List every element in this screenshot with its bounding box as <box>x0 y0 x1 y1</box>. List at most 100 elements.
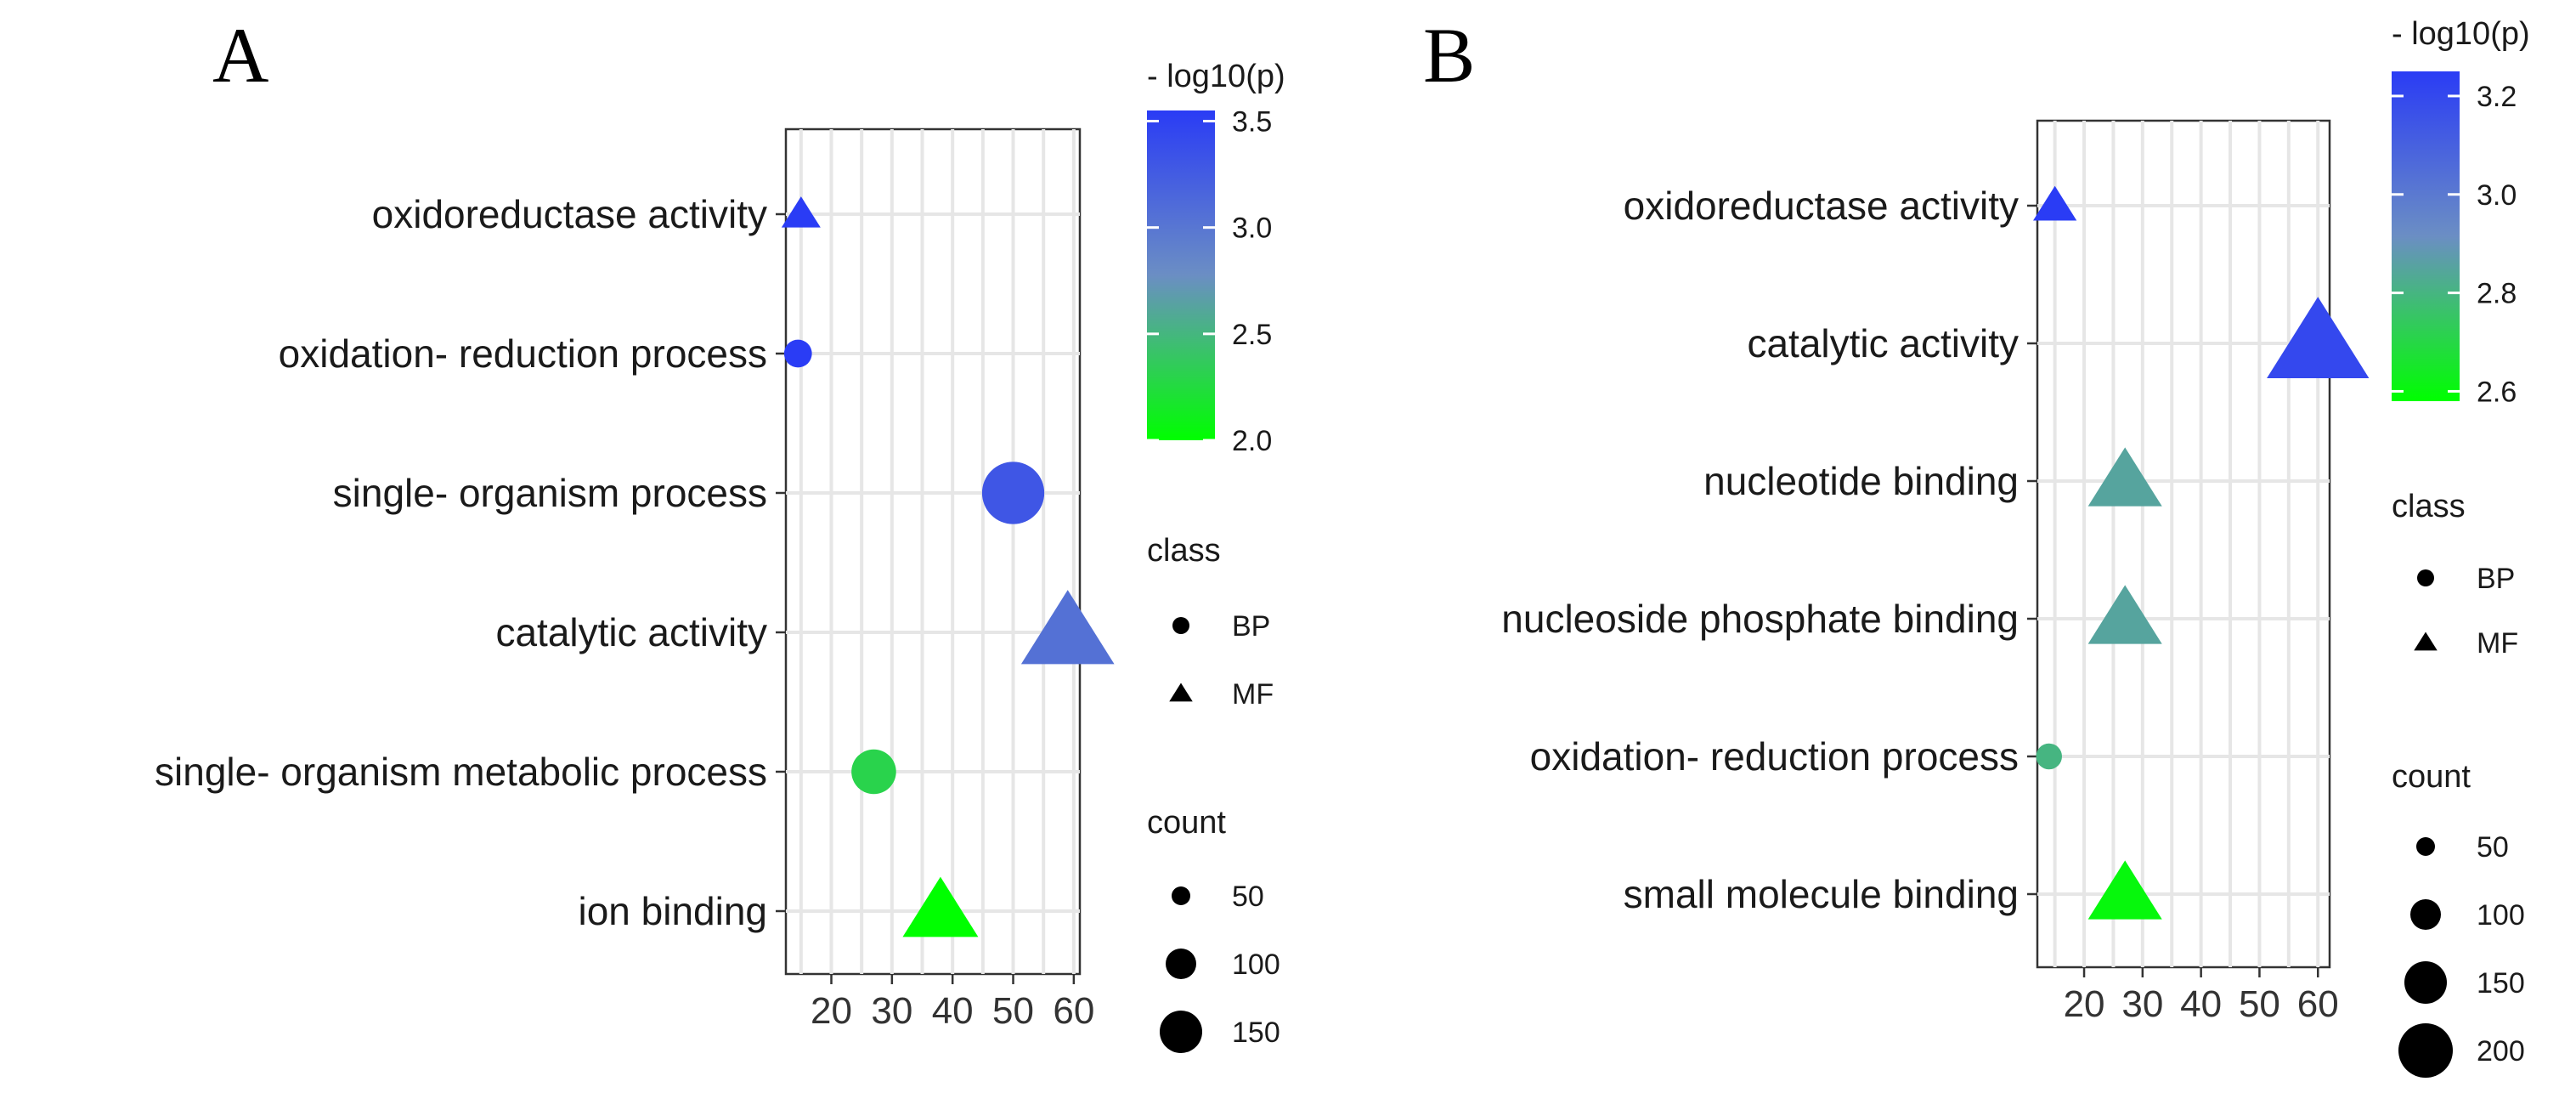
panel-b-count-legend-key <box>2398 1023 2453 1078</box>
panel-a-count-legend-label: 150 <box>1232 1017 1280 1049</box>
panel-b-colorbar-label: 2.6 <box>2477 376 2517 408</box>
panel-b-count-legend-label: 200 <box>2477 1035 2525 1068</box>
panel-a-point <box>902 876 979 937</box>
panel-a-y-gridlines <box>786 212 1080 913</box>
panel-b-class-legend-label: BP <box>2477 563 2515 595</box>
panel-a-count-legend-items: 50 100 150 <box>1160 881 1280 1053</box>
panel-b-count-legend-label: 100 <box>2477 899 2525 932</box>
panel-a-colorbar-label: 2.0 <box>1232 425 1272 457</box>
panel-b-count-legend-items: 50 100 150 200 <box>2398 831 2525 1078</box>
panel-b-class-legend: class BP MF <box>2392 489 2518 660</box>
panel-a-y-label: oxidation- reduction process <box>279 331 767 376</box>
panel-b-colorbar-label: 3.2 <box>2477 81 2517 113</box>
panel-b-y-labels: oxidoreductase activity catalytic activit… <box>1501 184 2019 916</box>
panel-b-x-tick-label: 40 <box>2180 983 2222 1025</box>
panel-a: A oxidoreductase activity oxidation- redu… <box>155 12 1285 1053</box>
panel-b-letter: B <box>1423 12 1475 99</box>
panel-b-class-legend-key <box>2417 569 2434 586</box>
panel-a-colorbar-label: 3.5 <box>1232 106 1272 139</box>
panel-a-x-tick-label: 20 <box>811 990 852 1032</box>
panel-a-colorbar-label: 2.5 <box>1232 319 1272 351</box>
panel-a-x-tick-label: 50 <box>992 990 1034 1032</box>
panel-a-points <box>781 196 1115 937</box>
panel-b-x-tick-label: 20 <box>2064 983 2105 1025</box>
panel-b-y-ticks <box>2027 204 2037 896</box>
panel-a-count-legend-label: 50 <box>1232 881 1264 913</box>
panel-b-count-legend-key <box>2416 837 2435 856</box>
panel-a-count-legend-label: 100 <box>1232 949 1280 981</box>
panel-b-x-tick-label: 30 <box>2121 983 2163 1025</box>
panel-a-colorbar-ticks: 2.0 2.5 3.0 3.5 <box>1147 106 1272 457</box>
panel-a-class-legend-items: BP MF <box>1169 610 1274 711</box>
panel-a-x-labels: 20 30 40 50 60 <box>811 990 1094 1032</box>
panel-b-point <box>2267 297 2370 379</box>
panel-a-point <box>783 339 812 368</box>
panel-a-y-labels: oxidoreductase activity oxidation- reduct… <box>155 192 767 933</box>
panel-b-plot-frame <box>2036 119 2331 969</box>
panel-a-x-ticks <box>830 974 1076 984</box>
panel-b-colorbar-label: 2.8 <box>2477 278 2517 310</box>
panel-b: B oxidoreductase activity catalytic activ… <box>1423 12 2530 1078</box>
panel-b-points <box>2033 185 2370 920</box>
panel-a-class-legend-key <box>1172 617 1189 634</box>
panel-b-y-label: oxidoreductase activity <box>1624 184 2019 228</box>
panel-a-y-label: single- organism process <box>333 471 767 515</box>
panel-a-colorbar-label: 3.0 <box>1232 212 1272 245</box>
panel-b-class-legend-label: MF <box>2477 627 2518 660</box>
panel-a-count-legend-key <box>1166 949 1196 979</box>
panel-a-color-legend: - log10(p) 2.0 2.5 3.0 3.5 <box>1147 59 1285 457</box>
panel-b-x-labels: 20 30 40 50 60 <box>2064 983 2339 1025</box>
panel-a-class-legend-label: MF <box>1232 678 1274 711</box>
panel-a-colorbar <box>1147 110 1215 440</box>
panel-b-y-label: catalytic activity <box>1747 321 2019 365</box>
panel-b-count-legend: count 50 100 150 200 <box>2392 759 2525 1078</box>
panel-b-colorbar <box>2392 71 2460 401</box>
panel-a-count-legend-key <box>1160 1011 1202 1053</box>
panel-a-point <box>1020 590 1115 665</box>
panel-b-y-gridlines <box>2037 204 2330 896</box>
panel-a-color-legend-title: - log10(p) <box>1147 59 1285 94</box>
panel-a-count-legend-title: count <box>1147 805 1226 841</box>
panel-b-y-label: nucleoside phosphate binding <box>1501 597 2019 641</box>
panel-b-plot: oxidoreductase activity catalytic activit… <box>1501 119 2370 1025</box>
panel-a-y-label: catalytic activity <box>495 610 767 654</box>
panel-a-plot-frame <box>784 127 1082 976</box>
panel-b-x-tick-label: 50 <box>2239 983 2280 1025</box>
panel-b-count-legend-title: count <box>2392 759 2471 795</box>
panel-a-y-label: ion binding <box>578 889 767 933</box>
panel-b-count-legend-key <box>2404 961 2447 1004</box>
panel-a-y-label: single- organism metabolic process <box>155 750 767 794</box>
panel-b-x-gridlines <box>2053 121 2320 967</box>
panel-a-class-legend-title: class <box>1147 533 1221 569</box>
panel-b-color-legend-title: - log10(p) <box>2392 16 2530 52</box>
panel-a-class-legend-key <box>1169 682 1193 702</box>
panel-a-count-legend: count 50 100 150 <box>1147 805 1280 1053</box>
panel-b-point <box>2033 185 2077 221</box>
panel-b-count-legend-label: 50 <box>2477 831 2509 864</box>
panel-b-point <box>2036 743 2062 770</box>
panel-a-letter: A <box>212 12 268 99</box>
panel-b-count-legend-key <box>2410 899 2441 930</box>
panel-a-plot: oxidoreductase activity oxidation- reduct… <box>155 127 1115 1032</box>
panel-a-x-tick-label: 60 <box>1053 990 1094 1032</box>
panel-a-x-tick-label: 40 <box>932 990 974 1032</box>
panel-b-x-tick-label: 60 <box>2297 983 2339 1025</box>
panel-b-colorbar-label: 3.0 <box>2477 179 2517 212</box>
panel-a-count-legend-key <box>1172 886 1190 905</box>
panel-a-point <box>851 749 896 795</box>
panel-b-point <box>2087 447 2162 507</box>
panel-b-point <box>2087 585 2162 644</box>
panel-b-color-legend: - log10(p) 2.6 2.8 3.0 3.2 <box>2392 16 2530 408</box>
panel-b-point <box>2087 860 2162 920</box>
panel-b-class-legend-key <box>2414 631 2438 651</box>
panel-a-point <box>781 196 821 228</box>
panel-a-class-legend: class BP MF <box>1147 533 1274 711</box>
panel-a-x-gridlines <box>799 129 1076 974</box>
panel-a-point <box>981 462 1045 524</box>
panel-b-y-label: oxidation- reduction process <box>1530 734 2019 779</box>
panel-b-count-legend-label: 150 <box>2477 967 2525 1000</box>
panel-b-colorbar-ticks: 2.6 2.8 3.0 3.2 <box>2392 81 2517 408</box>
panel-a-y-label: oxidoreductase activity <box>372 192 767 236</box>
panel-b-y-label: small molecule binding <box>1624 872 2019 916</box>
